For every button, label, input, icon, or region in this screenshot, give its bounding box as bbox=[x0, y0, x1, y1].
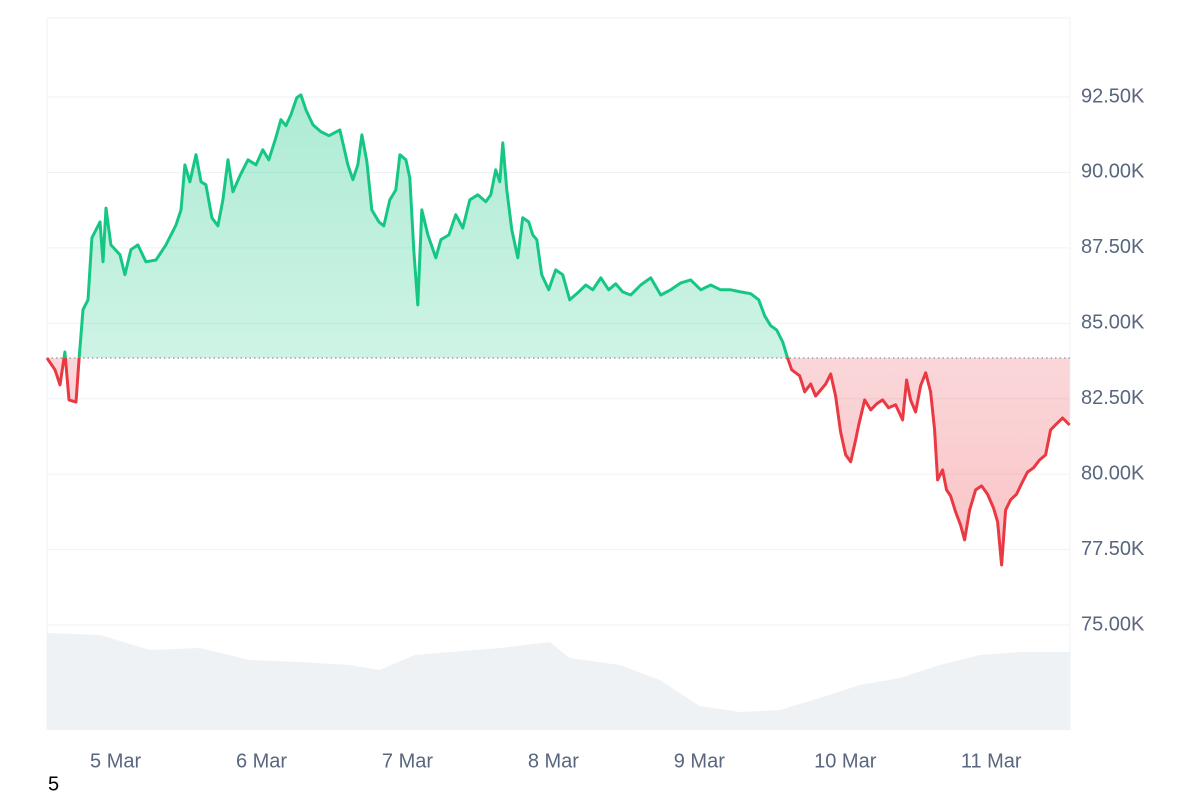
y-tick-label: 85.00K bbox=[1081, 312, 1145, 334]
price-line bbox=[45, 358, 1071, 567]
volume-area bbox=[47, 633, 1070, 730]
x-tick-label: 11 Mar bbox=[961, 750, 1022, 772]
price-line bbox=[46, 93, 790, 359]
x-tick-label: 10 Mar bbox=[814, 750, 877, 772]
x-tick-label: 5 Mar bbox=[90, 750, 141, 772]
x-tick-label: 9 Mar bbox=[674, 750, 725, 772]
y-tick-label: 92.50K bbox=[1081, 85, 1145, 107]
y-tick-label: 77.50K bbox=[1081, 538, 1145, 560]
x-tick-label: 6 Mar bbox=[236, 750, 287, 772]
x-tick-label: 8 Mar bbox=[528, 750, 579, 772]
y-tick-label: 80.00K bbox=[1081, 462, 1145, 484]
area-above bbox=[47, 94, 1070, 359]
y-tick-label: 87.50K bbox=[1081, 236, 1145, 258]
y-tick-label: 82.50K bbox=[1081, 387, 1145, 409]
area-below bbox=[47, 358, 1070, 565]
y-tick-label: 90.00K bbox=[1081, 161, 1145, 183]
y-tick-label: 75.00K bbox=[1081, 613, 1145, 635]
annotation: 5 bbox=[48, 773, 59, 795]
x-tick-label: 7 Mar bbox=[382, 750, 433, 772]
